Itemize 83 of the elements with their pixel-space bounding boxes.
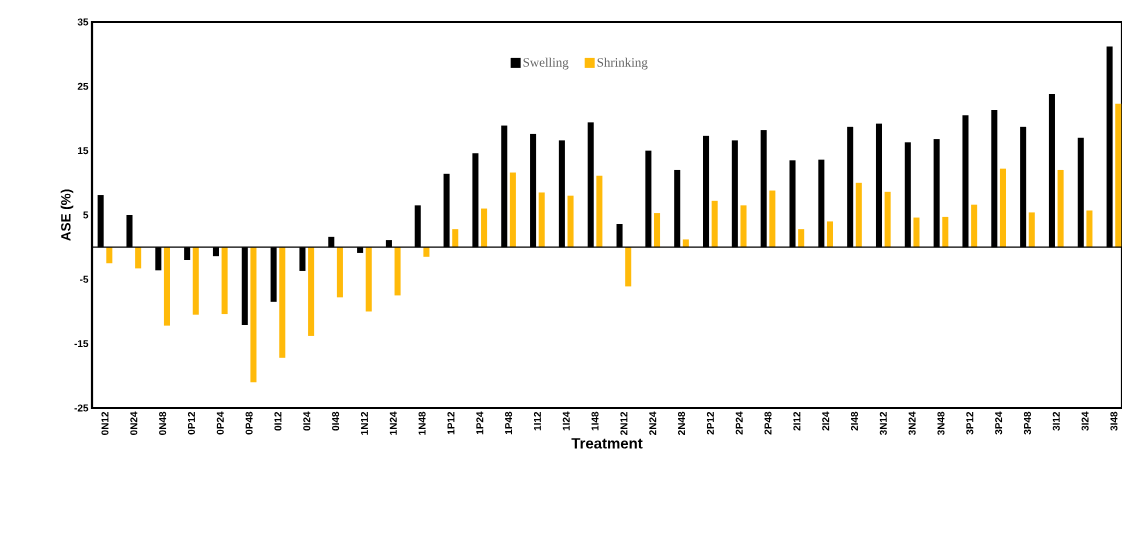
bar xyxy=(163,247,170,326)
x-tick-label: 1P12 xyxy=(447,411,455,435)
legend-label: Swelling xyxy=(523,57,569,70)
bar xyxy=(538,192,545,248)
x-tick-label: 2N12 xyxy=(620,411,628,435)
y-tick-label: -25 xyxy=(74,404,89,412)
x-tick-label: 2I24 xyxy=(822,411,830,431)
x-tick-label: 0I12 xyxy=(274,411,282,431)
bar xyxy=(1028,212,1035,248)
bar xyxy=(135,247,142,269)
x-tick-label: 1N24 xyxy=(389,411,397,435)
bar xyxy=(855,182,862,248)
x-tick-label: 2N48 xyxy=(678,411,686,435)
x-tick-label: 3P48 xyxy=(1023,411,1031,435)
bar xyxy=(336,247,343,298)
x-tick-label: 3N48 xyxy=(937,411,945,436)
x-tick-label: 0N24 xyxy=(130,411,138,435)
bar xyxy=(452,229,459,248)
bar xyxy=(394,247,401,296)
bar xyxy=(1057,169,1064,248)
y-tick-label: -5 xyxy=(80,275,89,283)
y-tick-label: -15 xyxy=(74,340,89,348)
y-axis-title: ASE (%) xyxy=(60,189,74,241)
bar xyxy=(509,172,516,248)
x-tick-label: 3I12 xyxy=(1052,411,1060,431)
x-tick-label: 2I12 xyxy=(793,411,801,431)
bar xyxy=(1115,103,1122,248)
bar xyxy=(423,247,430,257)
bar xyxy=(654,213,661,248)
bar xyxy=(826,221,834,248)
bar xyxy=(250,247,257,383)
x-tick-label: 3I48 xyxy=(1110,411,1118,431)
legend-label: Shrinking xyxy=(597,57,648,70)
bar xyxy=(740,205,747,248)
bar xyxy=(682,239,689,248)
bar xyxy=(365,247,372,312)
bar xyxy=(221,247,228,315)
x-tick-label: 1N12 xyxy=(360,411,368,435)
bar xyxy=(596,175,603,248)
x-tick-label: 3I24 xyxy=(1081,411,1089,431)
x-tick-label: 0P24 xyxy=(216,411,224,435)
x-tick-label: 1I24 xyxy=(562,411,570,431)
bar xyxy=(769,190,776,248)
y-tick-label: 15 xyxy=(78,147,89,155)
bar xyxy=(481,208,488,248)
x-tick-label: 1P24 xyxy=(476,411,484,435)
bar xyxy=(913,217,920,248)
x-tick-label: 0I48 xyxy=(332,411,340,431)
bar xyxy=(625,247,632,287)
x-tick-label: 1N48 xyxy=(418,411,426,435)
x-tick-label: 0N48 xyxy=(159,411,167,435)
x-tick-label: 2P24 xyxy=(735,411,743,435)
x-tick-label: 0N12 xyxy=(101,411,109,435)
bar xyxy=(711,200,718,248)
x-tick-label: 3P24 xyxy=(995,411,1003,435)
bar xyxy=(192,247,199,315)
x-tick-label: 3P12 xyxy=(966,411,974,435)
x-tick-label: 2N24 xyxy=(649,411,657,435)
x-tick-label: 3N12 xyxy=(879,411,887,436)
y-tick-label: 25 xyxy=(77,82,89,90)
x-tick-label: 3N24 xyxy=(908,411,916,436)
x-tick-label: 0P12 xyxy=(187,411,195,435)
x-tick-label: 0I24 xyxy=(303,411,311,431)
bar xyxy=(942,216,949,248)
x-tick-label: 1I48 xyxy=(591,411,599,431)
bar xyxy=(798,229,805,248)
x-tick-label: 1P48 xyxy=(505,411,513,435)
bar xyxy=(1086,210,1093,248)
bar xyxy=(279,247,286,358)
bar xyxy=(999,168,1006,248)
x-tick-label: 1I12 xyxy=(533,411,541,431)
y-tick-label: 5 xyxy=(83,211,89,219)
x-tick-label: 2P12 xyxy=(706,411,714,435)
x-tick-label: 0P48 xyxy=(245,411,253,435)
y-tick-label: 35 xyxy=(77,18,89,26)
bar xyxy=(884,191,891,248)
bar xyxy=(308,247,315,336)
x-tick-label: 2P48 xyxy=(764,411,772,435)
bar xyxy=(106,247,113,264)
x-tick-label: 2I48 xyxy=(850,411,859,431)
bar xyxy=(567,195,574,248)
x-axis-title: Treatment xyxy=(571,438,643,449)
bar xyxy=(971,204,978,248)
